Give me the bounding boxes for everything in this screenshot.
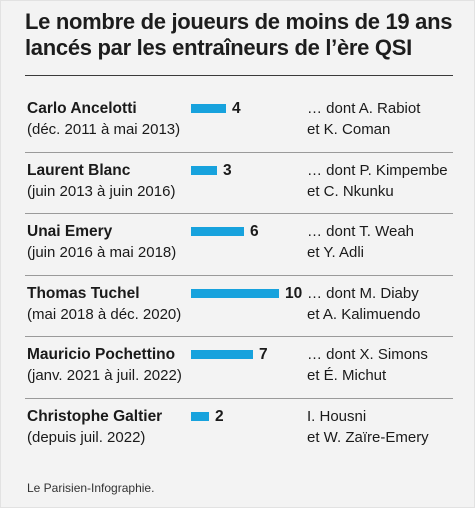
player-note-line1: … dont X. Simons	[307, 346, 428, 363]
coach-period: (depuis juil. 2022)	[27, 429, 146, 446]
player-note-line2: et K. Coman	[307, 121, 391, 138]
coach-period: (janv. 2021 à juil. 2022)	[27, 367, 182, 384]
title-divider	[25, 75, 453, 76]
coach-period: (mai 2018 à déc. 2020)	[27, 306, 182, 323]
coach-row: Carlo Ancelotti (déc. 2011 à mai 2013) 4 … …	[1, 99, 475, 161]
row-divider	[25, 336, 453, 337]
bar-value-label: 10	[285, 285, 303, 302]
player-note-line1: I. Housni	[307, 408, 367, 425]
player-note-line1: … dont P. Kimpembe	[307, 162, 448, 179]
player-note-line2: et W. Zaïre-Emery	[307, 429, 429, 446]
bar-5	[191, 412, 209, 421]
bar-3	[191, 289, 279, 298]
bar-0	[191, 104, 226, 113]
row-divider	[25, 213, 453, 214]
bar-value-label: 2	[215, 408, 224, 425]
player-note-line2: et Y. Adli	[307, 244, 364, 261]
coach-row: Mauricio Pochettino (janv. 2021 à juil. 2…	[1, 345, 475, 407]
player-note-line1: … dont A. Rabiot	[307, 100, 421, 117]
bar-value-label: 6	[250, 223, 259, 240]
coach-row: Thomas Tuchel (mai 2018 à déc. 2020) 10… d…	[1, 284, 475, 346]
row-divider	[25, 398, 453, 399]
coach-name: Laurent Blanc	[27, 162, 131, 179]
coach-period: (juin 2016 à mai 2018)	[27, 244, 177, 261]
bar-value-label: 3	[223, 162, 232, 179]
player-note-line1: … dont T. Weah	[307, 223, 415, 240]
player-note-line1: … dont M. Diaby	[307, 285, 419, 302]
coach-name: Christophe Galtier	[27, 408, 163, 425]
bar-4	[191, 350, 253, 359]
coach-name: Thomas Tuchel	[27, 285, 140, 302]
player-note-line2: et É. Michut	[307, 367, 387, 384]
bar-1	[191, 166, 217, 175]
source-credit: Le Parisien-Infographie.	[27, 481, 155, 495]
player-note-line2: et C. Nkunku	[307, 183, 394, 200]
coach-name: Carlo Ancelotti	[27, 100, 137, 117]
coach-row: Unai Emery (juin 2016 à mai 2018) 6 … dont …	[1, 222, 475, 284]
player-note-line2: et A. Kalimuendo	[307, 306, 421, 323]
coach-name: Unai Emery	[27, 223, 113, 240]
coach-period: (déc. 2011 à mai 2013)	[27, 121, 181, 138]
coach-period: (juin 2013 à juin 2016)	[27, 183, 176, 200]
bar-2	[191, 227, 244, 236]
row-divider	[25, 275, 453, 276]
coach-row: Laurent Blanc (juin 2013 à juin 2016) 3 … d…	[1, 161, 475, 223]
coach-name: Mauricio Pochettino	[27, 346, 176, 363]
row-divider	[25, 152, 453, 153]
bar-value-label: 4	[232, 100, 241, 117]
coach-row: Christophe Galtier (depuis juil. 2022) 2 I.…	[1, 407, 475, 469]
chart-title: Le nombre de joueurs de moins de 19 ans …	[25, 9, 453, 60]
bar-value-label: 7	[259, 346, 268, 363]
